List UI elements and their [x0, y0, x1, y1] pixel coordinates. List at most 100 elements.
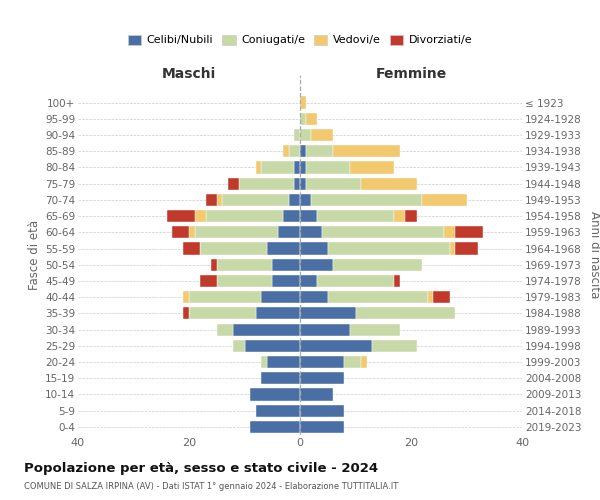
Text: COMUNE DI SALZA IRPINA (AV) - Dati ISTAT 1° gennaio 2024 - Elaborazione TUTTITAL: COMUNE DI SALZA IRPINA (AV) - Dati ISTAT…: [24, 482, 398, 491]
Y-axis label: Anni di nascita: Anni di nascita: [589, 212, 600, 298]
Bar: [261, 356, 266, 368]
Bar: [300, 258, 334, 271]
Bar: [245, 340, 300, 352]
Bar: [217, 275, 272, 287]
Bar: [172, 226, 189, 238]
Bar: [300, 210, 317, 222]
Bar: [311, 194, 422, 206]
Bar: [233, 324, 300, 336]
Bar: [305, 112, 317, 125]
Bar: [206, 194, 217, 206]
Bar: [305, 162, 350, 173]
Bar: [455, 226, 483, 238]
Bar: [228, 178, 239, 190]
Bar: [300, 404, 344, 417]
Bar: [422, 194, 467, 206]
Bar: [261, 291, 300, 303]
Bar: [289, 194, 300, 206]
Bar: [189, 308, 256, 320]
Bar: [261, 372, 300, 384]
Bar: [217, 258, 272, 271]
Bar: [200, 275, 217, 287]
Bar: [189, 291, 261, 303]
Bar: [350, 162, 394, 173]
Bar: [444, 226, 455, 238]
Bar: [300, 112, 305, 125]
Bar: [361, 356, 367, 368]
Bar: [355, 308, 455, 320]
Bar: [350, 324, 400, 336]
Bar: [194, 226, 278, 238]
Bar: [295, 162, 300, 173]
Bar: [311, 129, 334, 141]
Bar: [184, 242, 200, 254]
Bar: [361, 178, 416, 190]
Bar: [406, 210, 416, 222]
Bar: [328, 242, 450, 254]
Bar: [300, 129, 311, 141]
Bar: [256, 404, 300, 417]
Bar: [222, 194, 289, 206]
Bar: [300, 226, 322, 238]
Bar: [194, 210, 206, 222]
Bar: [300, 308, 355, 320]
Bar: [300, 291, 328, 303]
Bar: [256, 162, 261, 173]
Bar: [184, 291, 189, 303]
Bar: [344, 356, 361, 368]
Bar: [428, 291, 433, 303]
Bar: [322, 226, 444, 238]
Bar: [300, 421, 344, 433]
Bar: [278, 226, 300, 238]
Bar: [289, 145, 300, 158]
Bar: [328, 291, 428, 303]
Bar: [300, 340, 372, 352]
Text: Maschi: Maschi: [162, 66, 216, 80]
Bar: [200, 242, 266, 254]
Text: Femmine: Femmine: [376, 66, 446, 80]
Bar: [295, 178, 300, 190]
Bar: [167, 210, 194, 222]
Bar: [372, 340, 416, 352]
Bar: [211, 258, 217, 271]
Bar: [317, 275, 394, 287]
Bar: [283, 145, 289, 158]
Bar: [266, 356, 300, 368]
Y-axis label: Fasce di età: Fasce di età: [28, 220, 41, 290]
Bar: [283, 210, 300, 222]
Bar: [272, 275, 300, 287]
Bar: [250, 388, 300, 400]
Bar: [217, 324, 233, 336]
Bar: [305, 145, 334, 158]
Bar: [239, 178, 295, 190]
Bar: [233, 340, 245, 352]
Legend: Celibi/Nubili, Coniugati/e, Vedovi/e, Divorziati/e: Celibi/Nubili, Coniugati/e, Vedovi/e, Di…: [124, 30, 476, 50]
Bar: [334, 145, 400, 158]
Bar: [300, 324, 350, 336]
Bar: [300, 242, 328, 254]
Bar: [189, 226, 194, 238]
Bar: [300, 356, 344, 368]
Bar: [305, 178, 361, 190]
Bar: [300, 194, 311, 206]
Bar: [272, 258, 300, 271]
Bar: [261, 162, 295, 173]
Bar: [433, 291, 450, 303]
Bar: [206, 210, 283, 222]
Bar: [184, 308, 189, 320]
Bar: [266, 242, 300, 254]
Bar: [300, 145, 305, 158]
Bar: [295, 129, 300, 141]
Bar: [394, 210, 406, 222]
Bar: [300, 372, 344, 384]
Bar: [317, 210, 394, 222]
Bar: [300, 388, 334, 400]
Bar: [256, 308, 300, 320]
Bar: [450, 242, 455, 254]
Bar: [334, 258, 422, 271]
Text: Popolazione per età, sesso e stato civile - 2024: Popolazione per età, sesso e stato civil…: [24, 462, 378, 475]
Bar: [300, 275, 317, 287]
Bar: [217, 194, 222, 206]
Bar: [394, 275, 400, 287]
Bar: [300, 178, 305, 190]
